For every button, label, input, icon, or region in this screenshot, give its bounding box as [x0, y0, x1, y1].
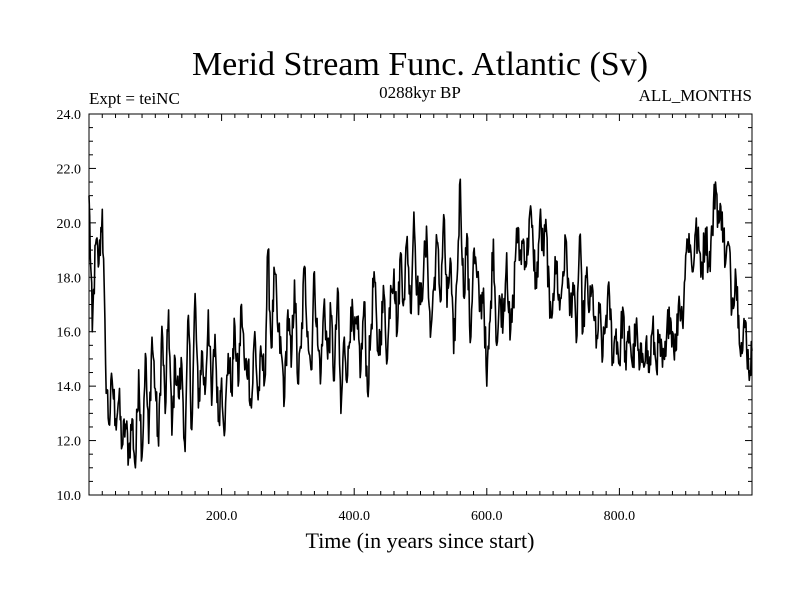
chart-title: Merid Stream Func. Atlantic (Sv) [192, 46, 648, 83]
x-tick-label: 600.0 [471, 509, 503, 524]
plot-frame [88, 113, 753, 496]
x-tick-label: 800.0 [604, 509, 636, 524]
x-axis-ticks: 200.0 400.0 600.0 800.0 [101, 114, 740, 524]
y-tick-label: 24.0 [57, 108, 82, 123]
y-tick-label: 20.0 [57, 217, 82, 232]
right-annotation: ALL_MONTHS [639, 86, 752, 105]
y-tick-label: 14.0 [57, 380, 82, 395]
x-axis-label: Time (in years since start) [306, 528, 535, 553]
y-tick-label: 12.0 [57, 435, 82, 450]
left-annotation: Expt = teiNC [89, 89, 180, 108]
y-tick-label: 18.0 [57, 271, 82, 286]
chart-subtitle: 0288kyr BP [379, 83, 461, 102]
y-tick-label: 10.0 [57, 489, 82, 504]
series-line [88, 178, 753, 469]
x-tick-label: 200.0 [206, 509, 238, 524]
y-tick-label: 22.0 [57, 162, 82, 177]
x-tick-label: 400.0 [338, 509, 370, 524]
y-tick-label: 16.0 [57, 326, 82, 341]
